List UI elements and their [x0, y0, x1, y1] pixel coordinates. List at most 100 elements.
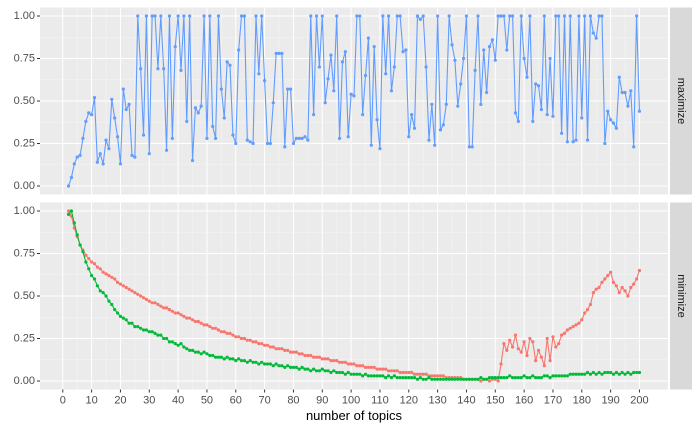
- data-point: [404, 376, 408, 380]
- data-point: [508, 338, 512, 342]
- data-point: [216, 14, 221, 18]
- data-point: [375, 118, 379, 122]
- x-tick-label: 130: [428, 394, 446, 406]
- data-point: [528, 336, 532, 341]
- data-point: [358, 372, 362, 376]
- data-point: [288, 365, 293, 369]
- data-point: [260, 14, 264, 18]
- data-point: [340, 370, 345, 375]
- data-point: [577, 372, 581, 376]
- data-point: [196, 319, 200, 324]
- data-point: [309, 353, 313, 358]
- data-point: [614, 370, 618, 375]
- data-point: [274, 362, 278, 366]
- data-point: [597, 285, 601, 290]
- data-point: [147, 299, 151, 303]
- data-point: [297, 136, 301, 140]
- data-point: [557, 374, 561, 378]
- data-point: [84, 260, 88, 264]
- data-point: [637, 268, 642, 273]
- data-point: [182, 14, 186, 18]
- data-point: [245, 338, 249, 342]
- data-point: [176, 14, 180, 18]
- facet-strip: [670, 7, 692, 195]
- data-point: [349, 362, 353, 366]
- data-point: [361, 364, 365, 368]
- data-point: [337, 370, 342, 375]
- data-point: [234, 141, 238, 146]
- data-point: [629, 372, 633, 376]
- data-point: [133, 155, 137, 159]
- data-point: [294, 365, 298, 369]
- x-tick-label: 10: [85, 394, 97, 406]
- data-point: [600, 372, 604, 376]
- data-point: [387, 369, 391, 373]
- data-point: [300, 365, 304, 369]
- data-point: [337, 360, 342, 364]
- data-point: [536, 84, 541, 88]
- data-point: [496, 14, 500, 18]
- data-point: [291, 141, 296, 146]
- data-point: [395, 369, 399, 373]
- data-point: [98, 289, 102, 293]
- data-point: [87, 257, 91, 261]
- data-point: [242, 336, 247, 341]
- data-point: [69, 175, 74, 180]
- data-point: [603, 277, 607, 281]
- data-point: [150, 301, 154, 305]
- data-point: [617, 372, 621, 376]
- data-point: [107, 299, 111, 303]
- y-tick-label: 0.50: [14, 95, 35, 107]
- data-point: [323, 101, 327, 105]
- data-point: [167, 340, 172, 344]
- data-point: [349, 372, 353, 376]
- data-point: [343, 372, 347, 376]
- data-point: [306, 353, 310, 358]
- data-point: [219, 355, 223, 359]
- data-point: [375, 367, 379, 371]
- data-point: [136, 292, 140, 296]
- data-point: [571, 372, 575, 376]
- data-point: [153, 331, 157, 335]
- data-point: [320, 367, 324, 371]
- data-point: [271, 364, 275, 368]
- data-point: [121, 316, 125, 320]
- data-point: [147, 152, 151, 156]
- data-point: [620, 370, 624, 375]
- data-point: [173, 45, 177, 49]
- data-point: [84, 119, 88, 123]
- data-point: [346, 370, 350, 375]
- data-point: [193, 350, 198, 354]
- data-point: [447, 377, 451, 381]
- data-point: [193, 319, 198, 324]
- data-point: [332, 369, 336, 373]
- data-point: [438, 377, 443, 381]
- data-point: [277, 347, 281, 351]
- data-point: [632, 282, 636, 286]
- data-point: [283, 145, 287, 149]
- data-point: [378, 367, 382, 371]
- data-point: [617, 75, 621, 79]
- data-point: [268, 345, 272, 349]
- facet-strip: [670, 202, 692, 390]
- data-point: [239, 359, 244, 363]
- series: [66, 14, 642, 188]
- data-point: [329, 359, 333, 363]
- data-point: [283, 365, 287, 369]
- data-point: [332, 359, 336, 363]
- data-point: [196, 111, 200, 115]
- data-point: [228, 357, 232, 361]
- data-point: [263, 79, 267, 83]
- y-tick-label: 0.25: [14, 137, 35, 149]
- data-point: [87, 267, 91, 271]
- data-point: [90, 274, 94, 278]
- data-point: [410, 113, 414, 117]
- data-point: [141, 328, 146, 332]
- data-point: [162, 306, 166, 310]
- data-point: [485, 90, 489, 95]
- data-point: [404, 370, 408, 375]
- data-point: [415, 377, 420, 381]
- data-point: [251, 340, 255, 344]
- data-point: [72, 162, 76, 166]
- data-point: [614, 126, 618, 130]
